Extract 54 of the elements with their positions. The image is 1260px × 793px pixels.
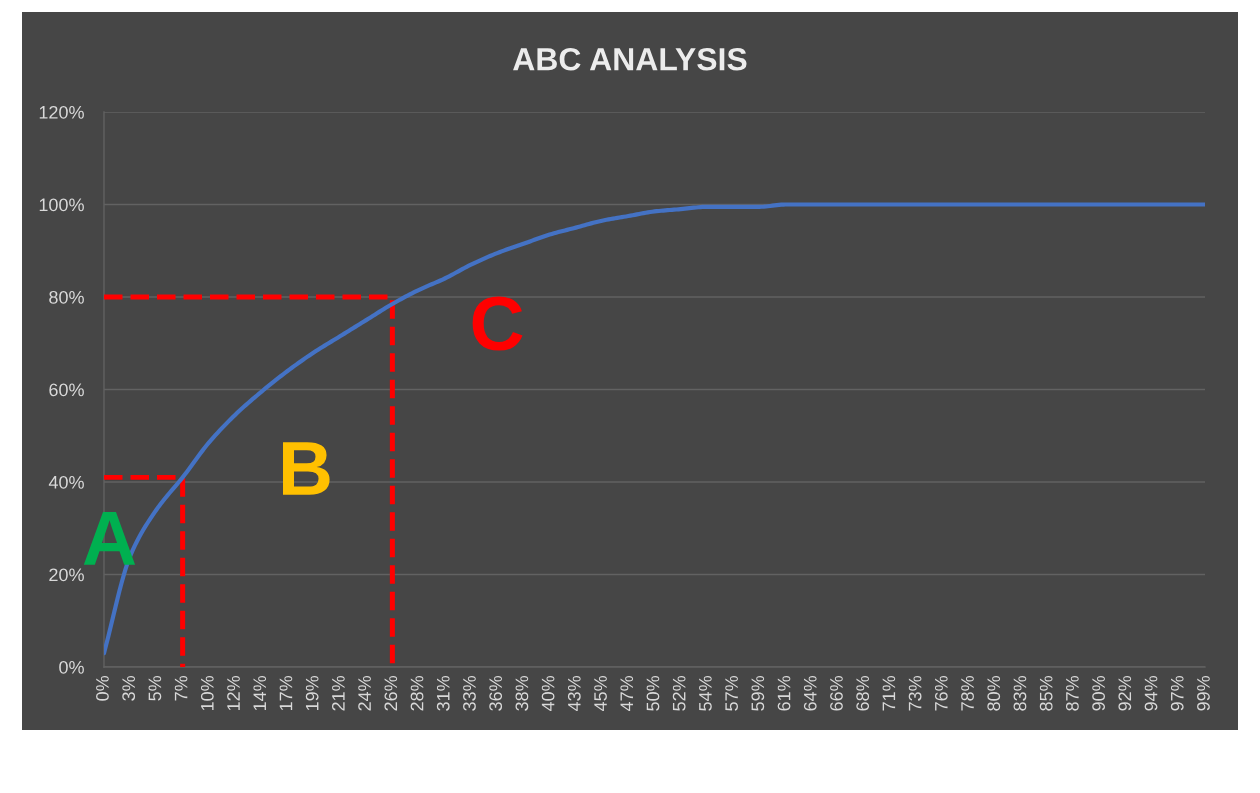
x-tick-label: 40% bbox=[541, 675, 555, 712]
x-tick-label: 36% bbox=[489, 675, 503, 711]
x-tick-label: 66% bbox=[830, 675, 843, 711]
y-tick-label: 40% bbox=[48, 475, 84, 489]
x-tick-label: 92% bbox=[1118, 675, 1132, 711]
x-tick-label: 83% bbox=[1013, 675, 1027, 711]
x-tick-label: 43% bbox=[567, 675, 581, 712]
x-tick-label: 64% bbox=[803, 675, 817, 711]
x-tick-label: 76% bbox=[934, 675, 948, 711]
x-tick-label: 61% bbox=[777, 675, 791, 711]
x-tick-label: 54% bbox=[699, 675, 712, 711]
x-tick-label: 5% bbox=[148, 675, 162, 701]
x-tick-label: 94% bbox=[1144, 675, 1158, 711]
y-tick-label: 120% bbox=[39, 105, 84, 119]
y-tick-label: 60% bbox=[49, 383, 84, 397]
x-tick-label: 50% bbox=[646, 675, 660, 711]
x-tick-label: 31% bbox=[436, 675, 450, 711]
x-tick-label: 52% bbox=[672, 675, 686, 711]
x-tick-label: 47% bbox=[620, 675, 634, 712]
y-tick-label: 100% bbox=[39, 198, 84, 212]
x-tick-label: 0% bbox=[96, 675, 109, 701]
x-tick-label: 38% bbox=[515, 675, 529, 711]
x-tick-label: 7% bbox=[174, 675, 188, 701]
x-tick-label: 33% bbox=[463, 675, 476, 711]
x-tick-label: 87% bbox=[1065, 675, 1079, 711]
x-tick-label: 71% bbox=[882, 675, 896, 711]
annotation: C bbox=[472, 296, 523, 351]
x-tick-label: 17% bbox=[279, 675, 293, 711]
annotation: B bbox=[283, 442, 330, 495]
x-tick-label: 24% bbox=[358, 675, 371, 711]
x-tick-label: 21% bbox=[331, 675, 345, 711]
x-tick-label: 99% bbox=[1197, 675, 1210, 711]
x-tick-label: 68% bbox=[856, 675, 870, 711]
x-tick-label: 14% bbox=[253, 675, 267, 711]
x-tick-label: 3% bbox=[122, 675, 136, 701]
y-tick-label: 20% bbox=[49, 568, 84, 582]
y-tick-label: 80% bbox=[49, 290, 84, 304]
x-tick-label: 10% bbox=[200, 675, 214, 711]
x-tick-label: 28% bbox=[410, 675, 424, 711]
x-tick-label: 85% bbox=[1039, 675, 1053, 711]
x-tick-label: 80% bbox=[987, 675, 1001, 711]
annotation: A bbox=[83, 512, 136, 565]
x-tick-label: 57% bbox=[725, 675, 738, 711]
x-tick-label: 90% bbox=[1092, 675, 1105, 711]
y-tick-label: 0% bbox=[59, 660, 84, 674]
x-tick-label: 59% bbox=[751, 675, 765, 711]
x-tick-label: 45% bbox=[594, 675, 607, 712]
x-tick-label: 78% bbox=[961, 675, 974, 711]
x-tick-label: 26% bbox=[384, 675, 398, 711]
x-tick-label: 12% bbox=[227, 675, 240, 711]
x-tick-label: 97% bbox=[1170, 675, 1184, 711]
x-tick-label: 19% bbox=[305, 675, 319, 711]
x-tick-label: 73% bbox=[908, 675, 922, 711]
chart-title: ABC ANALYSIS bbox=[513, 47, 747, 71]
